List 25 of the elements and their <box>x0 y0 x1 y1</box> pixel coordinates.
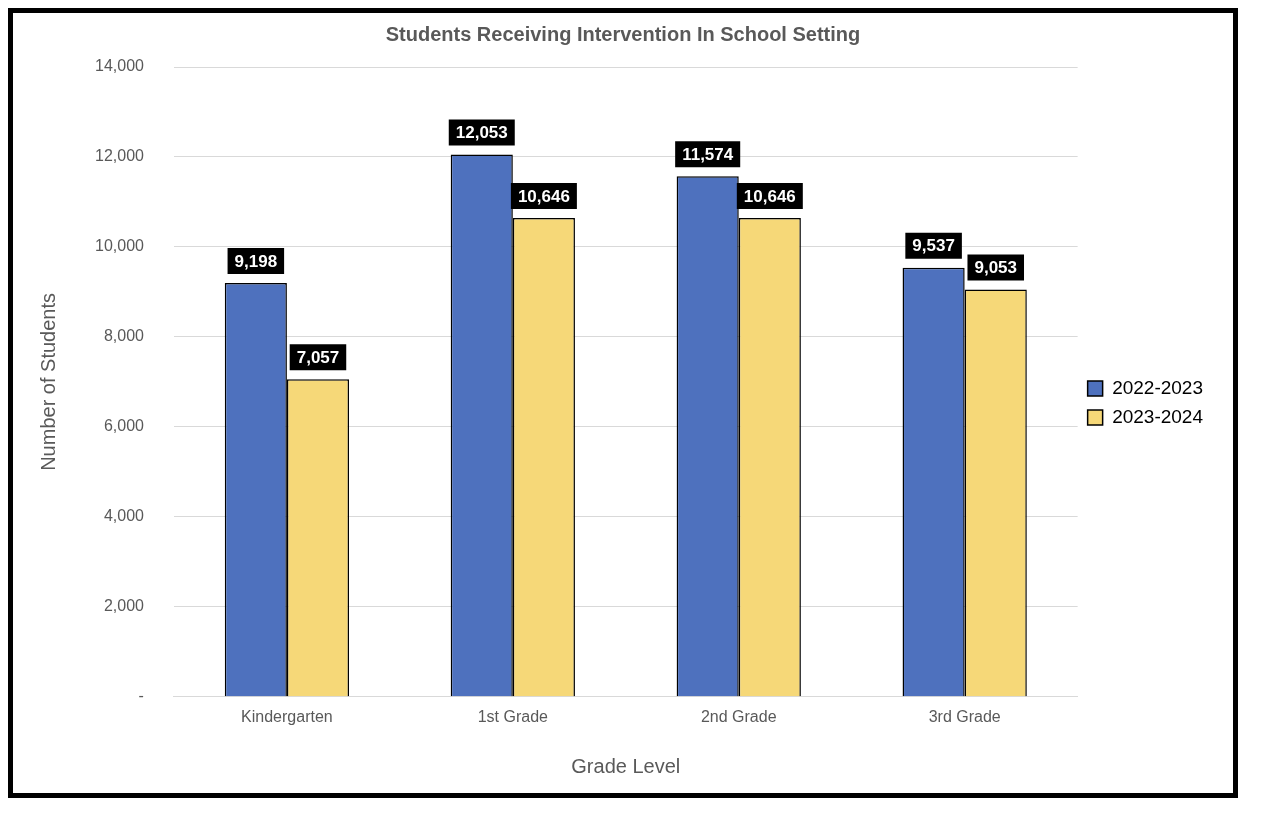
y-tick-label: 10,000 <box>95 237 145 255</box>
data-label: 10,646 <box>517 186 570 206</box>
chart-title: Students Receiving Intervention In School Setting <box>385 22 861 45</box>
y-axis-title: Number of Students <box>36 292 59 471</box>
data-label: 9,053 <box>974 258 1018 278</box>
y-tick-label: 4,000 <box>103 507 145 525</box>
y-tick-label: 6,000 <box>103 417 145 435</box>
x-tick-label: Kindergarten <box>241 707 333 725</box>
data-label: 12,053 <box>455 123 508 143</box>
y-tick-label: - <box>138 687 144 705</box>
x-axis-title: Grade Level <box>571 754 681 777</box>
data-label: 10,646 <box>743 186 796 206</box>
legend-label: 2023-2024 <box>1112 405 1204 427</box>
data-label: 7,057 <box>296 348 340 368</box>
x-tick-label: 3rd Grade <box>928 707 1001 725</box>
y-tick-label: 12,000 <box>95 147 145 165</box>
data-label: 9,198 <box>234 251 278 271</box>
y-tick-label: 2,000 <box>103 597 145 615</box>
x-tick-label: 1st Grade <box>477 707 549 725</box>
data-label: 9,537 <box>912 236 955 256</box>
x-tick-label: 2nd Grade <box>700 707 777 725</box>
data-label: 11,574 <box>682 144 734 164</box>
y-tick-label: 14,000 <box>95 57 145 75</box>
legend-label: 2022-2023 <box>1112 376 1204 398</box>
y-tick-label: 8,000 <box>103 327 145 345</box>
